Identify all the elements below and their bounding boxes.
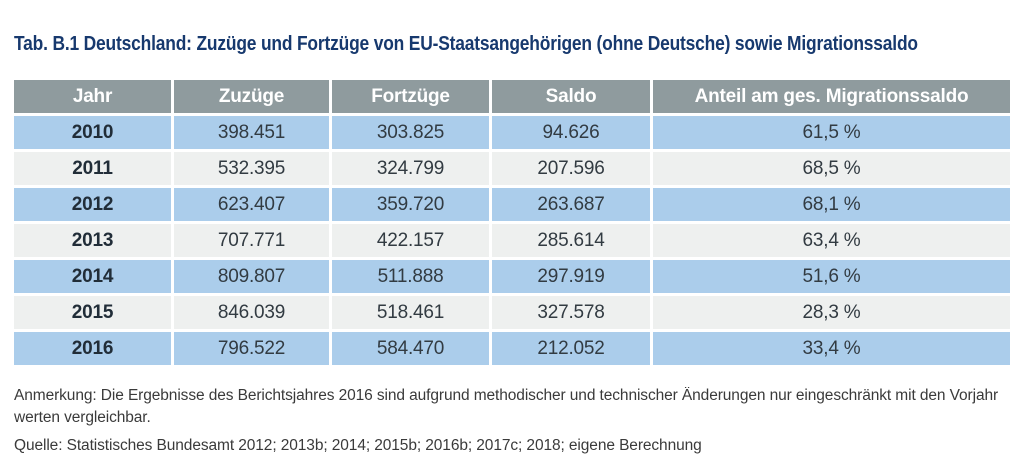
table-row: 2013 707.771 422.157 285.614 63,4 % — [14, 224, 1010, 257]
table-cell: 532.395 — [174, 152, 329, 185]
table-cell: 207.596 — [492, 152, 650, 185]
table-cell: 68,1 % — [653, 188, 1010, 221]
year-cell: 2014 — [14, 260, 171, 293]
table-cell: 68,5 % — [653, 152, 1010, 185]
table-row: 2016 796.522 584.470 212.052 33,4 % — [14, 332, 1010, 365]
migration-table: Jahr Zuzüge Fortzüge Saldo Anteil am ges. Mi… — [14, 80, 1010, 365]
table-cell: 422.157 — [332, 224, 489, 257]
table-cell: 359.720 — [332, 188, 489, 221]
year-cell: 2015 — [14, 296, 171, 329]
table-row: 2010 398.451 303.825 94.626 61,5 % — [14, 116, 1010, 149]
table-cell: 297.919 — [492, 260, 650, 293]
table-title: Tab. B.1 Deutschland: Zuzüge und Fortzüg… — [14, 33, 918, 55]
table-row: 2011 532.395 324.799 207.596 68,5 % — [14, 152, 1010, 185]
table-cell: 324.799 — [332, 152, 489, 185]
header-cell-0: Jahr — [14, 80, 171, 113]
header-cell-2: Fortzüge — [332, 80, 489, 113]
header-cell-3: Saldo — [492, 80, 650, 113]
table-cell: 809.807 — [174, 260, 329, 293]
table-cell: 511.888 — [332, 260, 489, 293]
year-cell: 2012 — [14, 188, 171, 221]
table-cell: 63,4 % — [653, 224, 1010, 257]
table-cell: 303.825 — [332, 116, 489, 149]
table-cell: 623.407 — [174, 188, 329, 221]
source-note: Quelle: Statistisches Bundesamt 2012; 20… — [14, 437, 702, 454]
table-row: 2014 809.807 511.888 297.919 51,6 % — [14, 260, 1010, 293]
year-cell: 2013 — [14, 224, 171, 257]
table-cell: 212.052 — [492, 332, 650, 365]
table-row: 2015 846.039 518.461 327.578 28,3 % — [14, 296, 1010, 329]
header-cell-4: Anteil am ges. Migrationssaldo — [653, 80, 1010, 113]
year-cell: 2011 — [14, 152, 171, 185]
table-cell: 398.451 — [174, 116, 329, 149]
annotation-line-1: Anmerkung: Die Ergebnisse des Berichtsja… — [14, 387, 999, 404]
table-cell: 33,4 % — [653, 332, 1010, 365]
table-cell: 94.626 — [492, 116, 650, 149]
year-cell: 2016 — [14, 332, 171, 365]
table-cell: 584.470 — [332, 332, 489, 365]
table-cell: 263.687 — [492, 188, 650, 221]
table-cell: 518.461 — [332, 296, 489, 329]
table-body: 2010 398.451 303.825 94.626 61,5 % 2011 532.39… — [14, 116, 1010, 365]
table-cell: 28,3 % — [653, 296, 1010, 329]
table-cell: 51,6 % — [653, 260, 1010, 293]
annotation-line-2: werten vergleichbar. — [14, 409, 151, 426]
table-row: 2012 623.407 359.720 263.687 68,1 % — [14, 188, 1010, 221]
table-cell: 61,5 % — [653, 116, 1010, 149]
table-cell: 285.614 — [492, 224, 650, 257]
table-header-row: Jahr Zuzüge Fortzüge Saldo Anteil am ges. Mi… — [14, 80, 1010, 113]
table-cell: 707.771 — [174, 224, 329, 257]
year-cell: 2010 — [14, 116, 171, 149]
header-cell-1: Zuzüge — [174, 80, 329, 113]
table-cell: 846.039 — [174, 296, 329, 329]
table-cell: 796.522 — [174, 332, 329, 365]
table-cell: 327.578 — [492, 296, 650, 329]
